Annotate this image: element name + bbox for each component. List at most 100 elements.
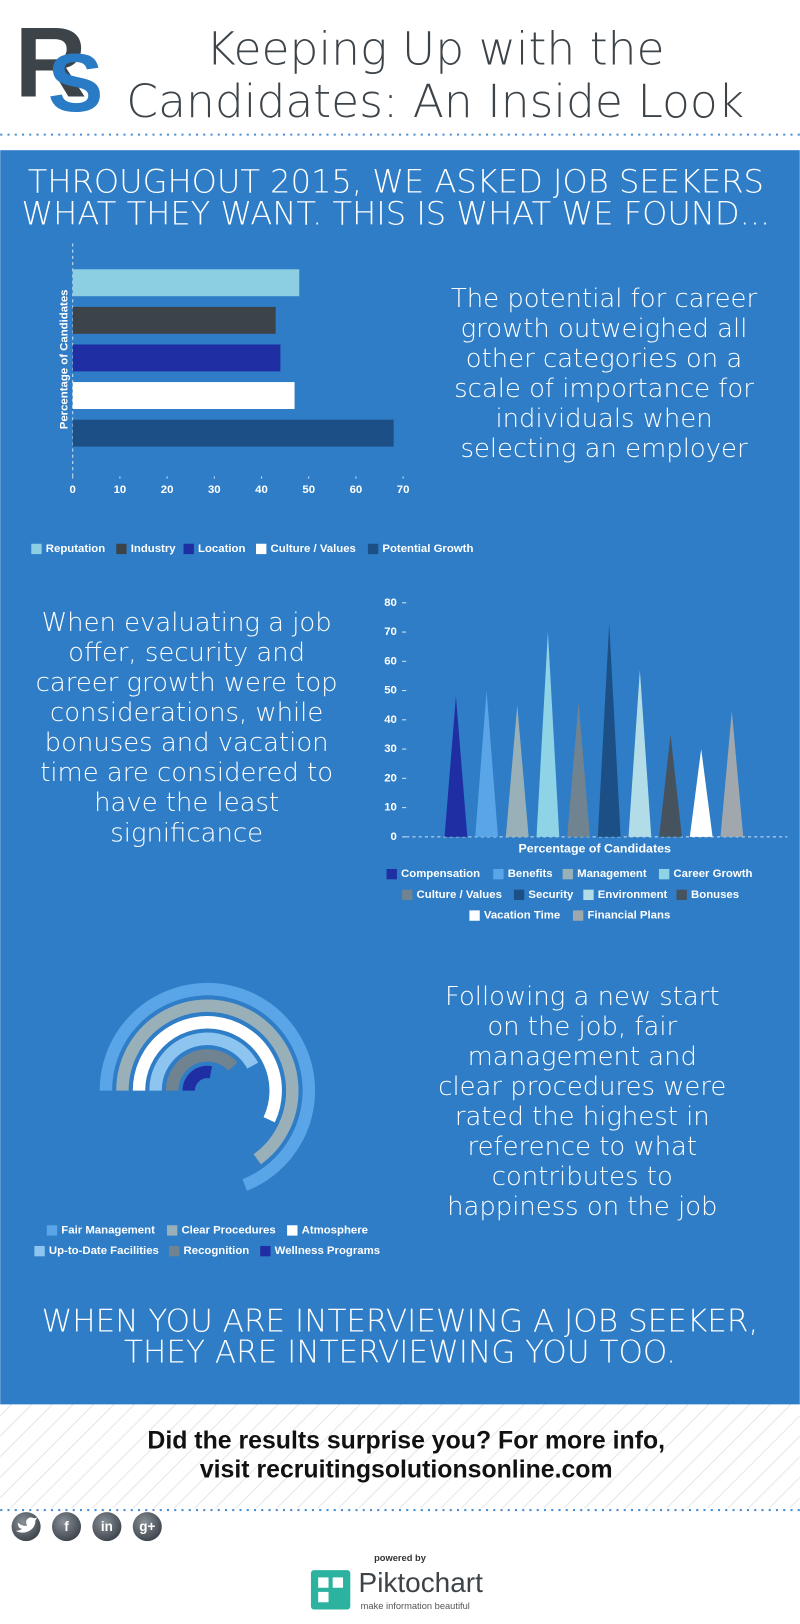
cone <box>689 749 713 837</box>
legend-swatch <box>260 1245 271 1257</box>
note-text: scale of importance for <box>454 374 754 404</box>
legend-label: Culture / Values <box>417 889 502 901</box>
note-text: considerations, while <box>50 698 323 728</box>
social-twitter[interactable] <box>11 1512 41 1542</box>
note-text: have the least <box>94 788 279 818</box>
bar <box>72 306 276 334</box>
note-text: bonuses and vacation <box>45 728 329 758</box>
note-text: Following a new start <box>445 982 720 1012</box>
legend-label: Benefits <box>508 868 553 880</box>
cta-text: Did the results surprise you? For more i… <box>147 1427 665 1454</box>
radial-arc <box>132 1016 282 1123</box>
note-text: on the job, fair <box>487 1012 677 1042</box>
legend-label: Wellness Programs <box>275 1245 380 1257</box>
legend-swatch <box>31 543 42 555</box>
legend-swatch <box>287 1225 298 1236</box>
y-tick-label: 10 <box>384 802 397 814</box>
legend-label: Recognition <box>184 1245 250 1257</box>
legend-swatch <box>169 1245 180 1257</box>
note-text: happiness on the job <box>447 1192 717 1222</box>
note-text: The potential for career <box>451 284 757 314</box>
legend-label: Environment <box>598 889 668 901</box>
note-text: other categories on a <box>466 344 742 374</box>
intro-text: WHAT THEY WANT. THIS IS WHAT WE FOUND... <box>21 194 770 232</box>
radial-arc <box>99 982 316 1191</box>
cone <box>628 670 652 837</box>
cone <box>597 623 621 837</box>
legend-swatch <box>116 543 127 555</box>
legend-label: Bonuses <box>691 889 739 901</box>
icon-circle <box>132 1512 162 1542</box>
tagline: make information beautiful <box>361 1601 470 1611</box>
logo-square <box>318 1577 329 1588</box>
y-tick-label: 30 <box>384 743 397 755</box>
icon-circle <box>92 1512 122 1542</box>
closing-text: THEY ARE INTERVIEWING YOU TOO. <box>124 1335 676 1371</box>
legend-label: Potential Growth <box>382 543 473 555</box>
note-text: management and <box>468 1042 697 1072</box>
bar <box>72 344 281 372</box>
radial-arc <box>165 1049 238 1091</box>
y-tick-label: 50 <box>384 685 397 697</box>
y-axis-label: Percentage of Candidates <box>58 290 70 430</box>
logo-letter: S <box>48 36 103 129</box>
icon-label: in <box>101 1519 113 1534</box>
logo-mark <box>310 1570 351 1610</box>
legend-label: Fair Management <box>61 1224 155 1236</box>
legend-label: Compensation <box>401 868 480 880</box>
bar <box>72 419 394 447</box>
title: Candidates: An Inside Look <box>126 75 744 128</box>
note-text: clear procedures were <box>438 1072 726 1102</box>
y-tick-label: 70 <box>384 626 397 638</box>
icon-label: f <box>64 1519 69 1534</box>
legend-label: Culture / Values <box>271 543 356 555</box>
legend-swatch <box>166 1225 178 1236</box>
icon-circle <box>52 1512 81 1542</box>
y-tick-label: 0 <box>391 831 397 843</box>
radial-arc <box>149 1032 259 1091</box>
cone <box>720 711 744 837</box>
x-tick-label: 70 <box>397 484 410 496</box>
twitter-bird <box>15 1517 38 1533</box>
logo-letter: R <box>15 8 87 119</box>
legend-swatch <box>183 543 194 555</box>
note-text: contributes to <box>492 1162 673 1192</box>
legend-swatch <box>469 910 480 921</box>
note-text: significance <box>110 818 263 848</box>
y-tick-label: 20 <box>384 772 397 784</box>
powered-by: powered by <box>374 1553 427 1563</box>
note-text: growth outweighed all <box>461 314 748 344</box>
pikto-logo <box>310 1570 351 1610</box>
note-text: When evaluating a job <box>42 608 332 638</box>
legend-swatch <box>658 868 670 880</box>
legend-swatch <box>562 868 573 880</box>
legend-swatch <box>572 910 584 921</box>
legend-swatch <box>386 868 397 880</box>
y-tick-label: 60 <box>384 655 397 667</box>
x-tick-label: 30 <box>208 484 221 496</box>
note-text: rated the highest in <box>455 1102 710 1132</box>
legend-label: Reputation <box>46 543 105 555</box>
cone <box>505 705 529 837</box>
note-text: career growth were top <box>36 668 338 698</box>
cta-panel <box>0 1404 800 1508</box>
social-icon[interactable]: f <box>52 1512 81 1542</box>
legend-label: Management <box>577 868 647 880</box>
title: Keeping Up with the <box>206 22 665 75</box>
social-icon[interactable]: in <box>92 1512 122 1542</box>
cone <box>444 696 468 837</box>
legend-swatch <box>402 889 413 901</box>
cone <box>536 632 560 837</box>
legend-label: Up-to-Date Facilities <box>49 1245 159 1257</box>
legend-label: Atmosphere <box>302 1224 368 1236</box>
note-text: time are considered to <box>40 758 333 788</box>
radial-arc <box>182 1065 213 1092</box>
icon-label: g+ <box>139 1519 155 1534</box>
x-tick-label: 20 <box>161 484 174 496</box>
logo-square <box>332 1577 344 1588</box>
legend-swatch <box>583 889 594 901</box>
closing-text: WHEN YOU ARE INTERVIEWING A JOB SEEKER, <box>42 1304 759 1340</box>
social-icon[interactable]: g+ <box>132 1512 162 1542</box>
legend-label: Vacation Time <box>484 910 560 922</box>
